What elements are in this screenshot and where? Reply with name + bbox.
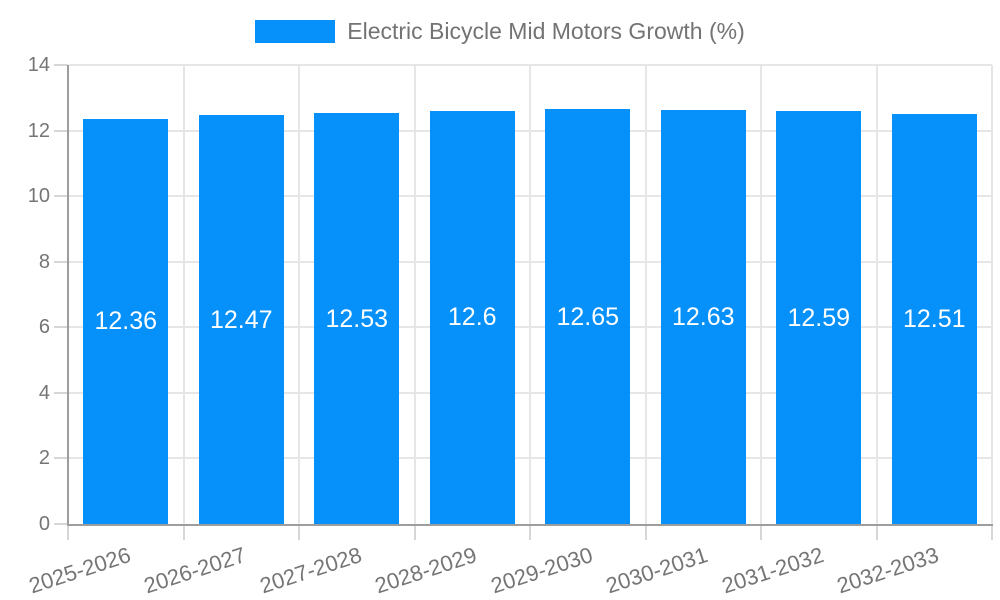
x-tick xyxy=(875,526,878,540)
x-axis-label-text: 2031-2032 xyxy=(718,542,827,599)
y-axis-label: 8 xyxy=(38,250,50,273)
y-tick xyxy=(54,457,68,460)
x-tick xyxy=(644,526,647,540)
bar-value-label: 12.65 xyxy=(556,302,620,331)
x-axis-label-text: 2028-2029 xyxy=(371,542,480,599)
x-tick xyxy=(182,526,185,540)
x-tick xyxy=(529,526,531,540)
legend[interactable]: Electric Bicycle Mid Motors Growth (%) xyxy=(0,20,1000,43)
bar xyxy=(776,111,862,524)
v-gridline xyxy=(182,65,185,524)
legend-label: Electric Bicycle Mid Motors Growth (%) xyxy=(347,18,745,44)
y-tick xyxy=(54,64,68,66)
bar xyxy=(545,109,631,524)
x-axis-label-text: 2029-2030 xyxy=(487,542,596,599)
x-tick xyxy=(760,526,762,540)
bar-value-label: 12.59 xyxy=(787,303,851,332)
y-axis-label: 6 xyxy=(38,316,50,339)
bar xyxy=(198,115,284,524)
x-axis-label-text: 2025-2026 xyxy=(25,542,134,599)
y-axis-label: 14 xyxy=(27,54,50,76)
legend-swatch xyxy=(255,20,336,43)
v-gridline xyxy=(529,65,531,524)
x-tick xyxy=(298,526,300,540)
y-tick xyxy=(54,129,68,132)
x-axis-label-text: 2026-2027 xyxy=(140,542,249,599)
y-axis-label: 2 xyxy=(38,447,50,470)
y-tick xyxy=(54,260,68,263)
x-tick xyxy=(413,526,416,540)
x-tick xyxy=(991,526,993,540)
bar xyxy=(314,113,400,524)
bar xyxy=(83,118,169,524)
v-gridline xyxy=(413,65,416,524)
x-axis-label-text: 2027-2028 xyxy=(256,542,365,599)
y-axis-line xyxy=(67,65,69,526)
bar xyxy=(429,110,515,524)
v-gridline xyxy=(298,65,300,524)
y-axis-label: 12 xyxy=(27,119,50,142)
bar-value-label: 12.6 xyxy=(447,303,497,332)
bar-value-label: 12.36 xyxy=(94,307,158,336)
bar xyxy=(660,109,746,524)
v-gridline xyxy=(875,65,878,524)
y-axis-label: 10 xyxy=(27,185,50,208)
y-tick xyxy=(54,326,68,329)
x-axis-line xyxy=(67,524,993,526)
bar-value-label: 12.63 xyxy=(671,302,735,331)
v-gridline xyxy=(760,65,762,524)
x-axis-label-text: 2030-2031 xyxy=(602,542,711,599)
y-tick xyxy=(54,523,68,525)
bar-value-label: 12.47 xyxy=(209,305,273,334)
v-gridline xyxy=(991,65,993,524)
bar-value-label: 12.51 xyxy=(902,304,966,333)
bar xyxy=(891,113,977,524)
y-axis-label: 4 xyxy=(38,381,50,404)
y-tick xyxy=(54,195,68,198)
v-gridline xyxy=(644,65,647,524)
x-axis-label-text: 2032-2033 xyxy=(833,542,942,599)
y-tick xyxy=(54,391,68,394)
bar-value-label: 12.53 xyxy=(325,304,389,333)
y-axis-label: 0 xyxy=(38,513,50,535)
x-tick xyxy=(67,526,69,540)
